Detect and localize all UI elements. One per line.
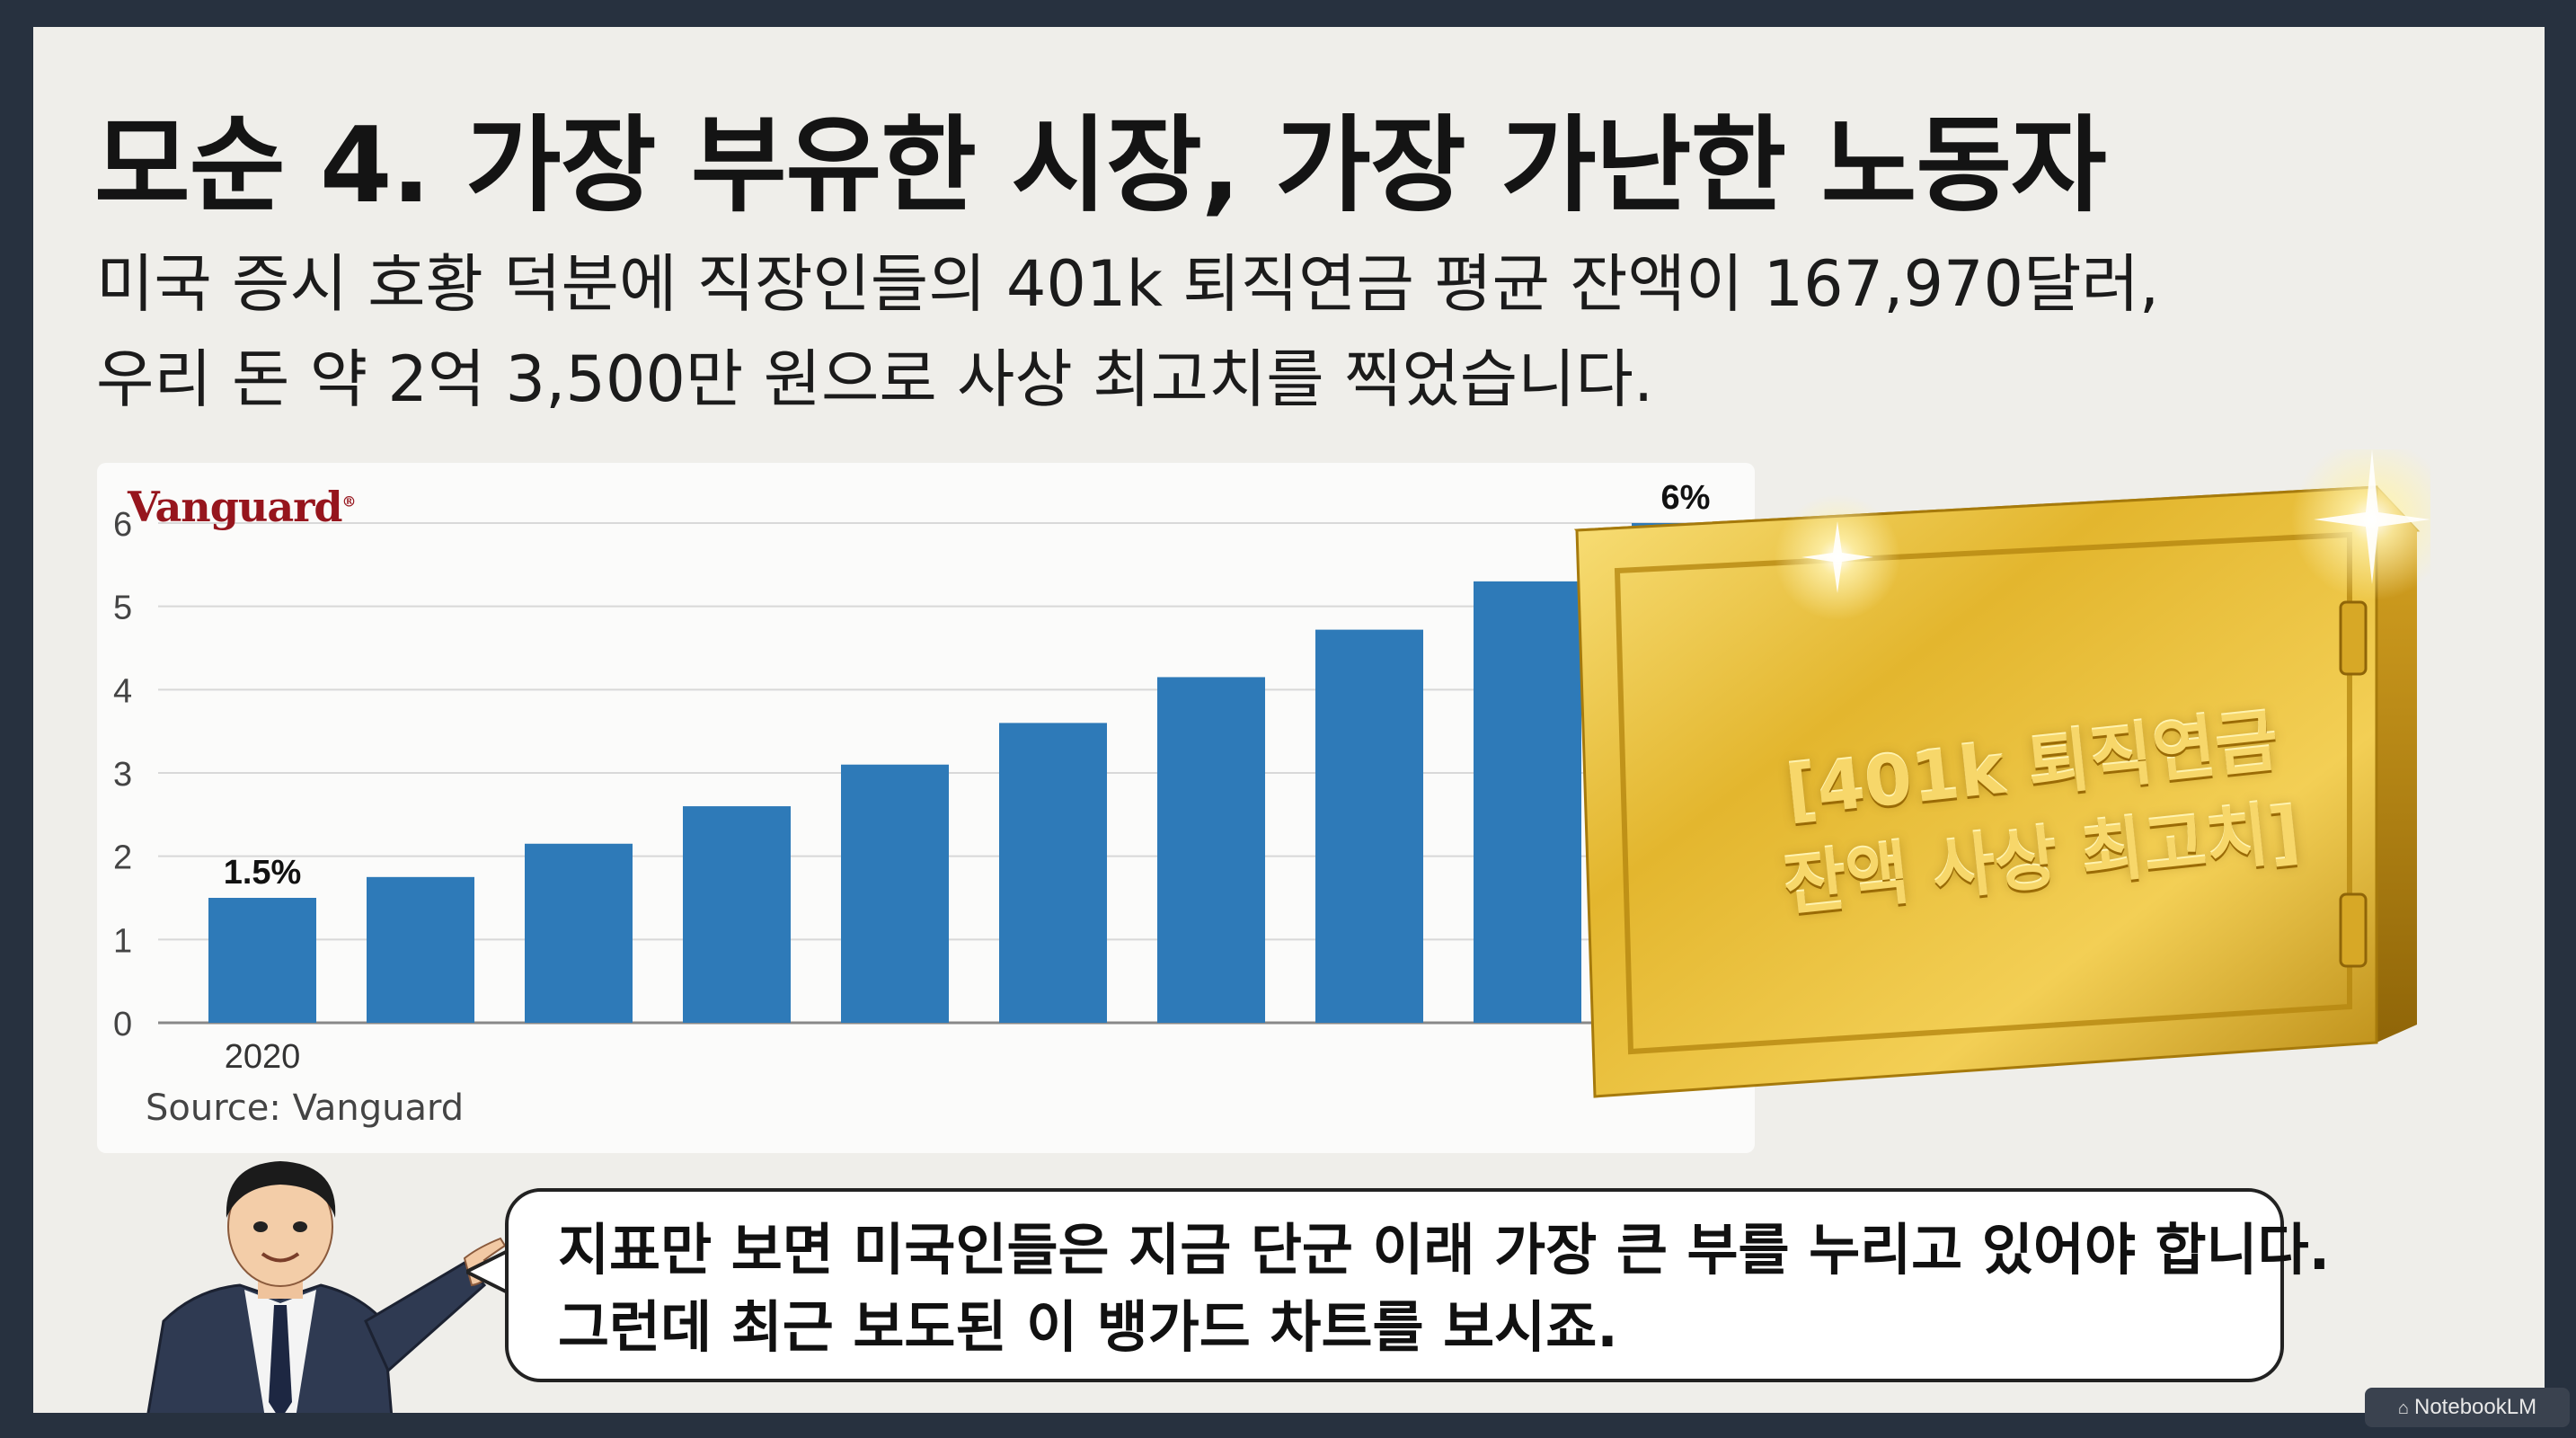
notebook-icon: ⌂: [2397, 1398, 2409, 1418]
sparkle-icon: [2314, 449, 2430, 584]
safe-side: [2377, 487, 2417, 1043]
y-tick-label: 4: [113, 672, 132, 710]
bar: [1474, 581, 1581, 1023]
eye: [253, 1221, 268, 1232]
safe-door: [1614, 531, 2352, 1055]
bar-value-label: 1.5%: [224, 854, 302, 892]
subtitle-line: 미국 증시 호황 덕분에 직장인들의 401k 퇴직연금 평균 잔액이 167,…: [96, 247, 2160, 321]
presenter-avatar: [146, 1161, 507, 1413]
y-tick-label: 6: [113, 506, 132, 544]
eye: [293, 1221, 307, 1232]
bar: [525, 843, 633, 1023]
safe-hinge-top: [2339, 600, 2368, 676]
y-tick-label: 1: [113, 922, 132, 960]
bar: [841, 764, 949, 1023]
bar-value-label: 6%: [1661, 479, 1711, 517]
chart-source: Source: Vanguard: [146, 1087, 465, 1129]
gold-safe-illustration: [1573, 449, 2430, 1098]
safe-front: [1575, 485, 2378, 1098]
subtitle-line: 우리 돈 약 2억 3,500만 원으로 사상 최고치를 찍었습니다.: [96, 342, 1654, 416]
y-tick-label: 5: [113, 590, 132, 627]
bar: [999, 723, 1107, 1023]
tie: [269, 1305, 292, 1413]
y-tick-label: 2: [113, 839, 132, 877]
slide-subtitle: 미국 증시 호황 덕분에 직장인들의 401k 퇴직연금 평균 잔액이 167,…: [96, 236, 2522, 427]
bar: [208, 898, 316, 1023]
suit-arm: [364, 1261, 487, 1373]
bar: [1157, 677, 1265, 1023]
slide-title: 모순 4. 가장 부유한 시장, 가장 가난한 노동자: [94, 105, 2107, 226]
vanguard-logo: Vanguard®: [128, 483, 357, 531]
x-tick-label: 2020: [225, 1038, 301, 1076]
y-tick-label: 0: [113, 1006, 132, 1043]
speech-bubble: 지표만 보면 미국인들은 지금 단군 이래 가장 큰 부를 누리고 있어야 합니…: [505, 1188, 2330, 1382]
speech-text: 지표만 보면 미국인들은 지금 단군 이래 가장 큰 부를 누리고 있어야 합니…: [558, 1217, 2331, 1360]
bar: [1315, 629, 1423, 1023]
mouth: [261, 1252, 300, 1263]
sparkle-icon: [1801, 521, 1873, 593]
slide: 모순 4. 가장 부유한 시장, 가장 가난한 노동자 미국 증시 호황 덕분에…: [33, 27, 2545, 1413]
y-tick-label: 3: [113, 756, 132, 794]
notebooklm-watermark: ⌂ NotebookLM: [2365, 1388, 2570, 1427]
bar: [367, 876, 474, 1023]
safe-hinge-bottom: [2339, 892, 2368, 968]
bar: [683, 806, 791, 1023]
hair: [226, 1161, 336, 1218]
